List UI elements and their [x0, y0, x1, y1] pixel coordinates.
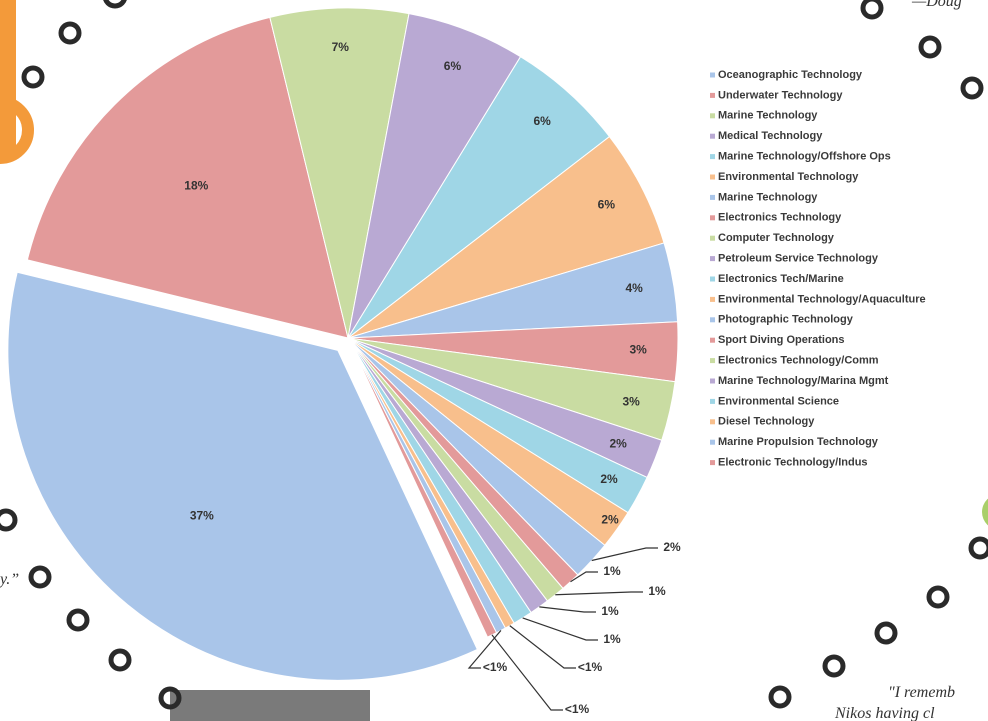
- leader-line: [555, 592, 643, 595]
- ring: [24, 68, 42, 86]
- slice-label: <1%: [578, 660, 603, 674]
- ring: [31, 568, 49, 586]
- legend-swatch: [710, 277, 715, 282]
- slice-label: 6%: [598, 198, 616, 212]
- slice-label: 4%: [626, 281, 644, 295]
- ring: [61, 24, 79, 42]
- slice-label: 2%: [609, 437, 627, 451]
- quote-fragment: Nikos having cl: [834, 705, 935, 721]
- ring: [921, 38, 939, 56]
- legend-label: Environmental Science: [718, 395, 839, 407]
- slice-label: 6%: [533, 114, 551, 128]
- leader-line: [510, 626, 576, 668]
- leader-line: [523, 618, 598, 640]
- legend-label: Medical Technology: [718, 130, 823, 142]
- legend-swatch: [710, 379, 715, 384]
- slice-label: <1%: [483, 660, 508, 674]
- legend-label: Electronics Technology/Comm: [718, 355, 879, 367]
- legend-label: Diesel Technology: [718, 416, 815, 428]
- ring: [877, 624, 895, 642]
- slice-label: 2%: [601, 512, 619, 526]
- slice-label: 18%: [184, 178, 208, 192]
- legend-swatch: [710, 154, 715, 159]
- legend-swatch: [710, 134, 715, 139]
- quote-fragment: y.”: [0, 571, 19, 588]
- ring: [111, 651, 129, 669]
- ring: [825, 657, 843, 675]
- slice-label: 1%: [603, 632, 621, 646]
- slice-label: 1%: [648, 584, 666, 598]
- legend-swatch: [710, 175, 715, 180]
- legend-swatch: [710, 73, 715, 78]
- legend-label: Underwater Technology: [718, 89, 843, 101]
- slice-label: 1%: [601, 604, 619, 618]
- quote-fragment: —Doug: [911, 0, 962, 10]
- legend-label: Marine Technology: [718, 110, 818, 122]
- legend-label: Photographic Technology: [718, 314, 854, 326]
- legend-swatch: [710, 338, 715, 343]
- quote-fragment: "I rememb: [888, 684, 955, 701]
- legend-label: Petroleum Service Technology: [718, 253, 879, 265]
- pie: 37%18%7%6%6%6%4%3%3%2%2%2%2%1%1%1%1%<1%<…: [8, 8, 681, 716]
- ring: [0, 511, 15, 529]
- legend-label: Electronics Tech/Marine: [718, 273, 844, 285]
- legend-label: Environmental Technology: [718, 171, 859, 183]
- photo: [170, 690, 370, 721]
- ring: [963, 79, 981, 97]
- ring: [929, 588, 947, 606]
- slice-label: 1%: [603, 564, 621, 578]
- legend-swatch: [710, 297, 715, 302]
- leader-line: [539, 607, 596, 612]
- slice-label: <1%: [565, 702, 590, 716]
- legend-swatch: [710, 440, 715, 445]
- slice-label: 7%: [332, 40, 350, 54]
- leader-line: [592, 548, 658, 560]
- slice-label: 2%: [663, 540, 681, 554]
- ring: [69, 611, 87, 629]
- ring: [863, 0, 881, 17]
- slice-label: 3%: [622, 395, 640, 409]
- legend-label: Computer Technology: [718, 232, 835, 244]
- legend-swatch: [710, 460, 715, 465]
- legend-swatch: [710, 113, 715, 118]
- ring: [971, 539, 988, 557]
- legend-label: Marine Propulsion Technology: [718, 436, 879, 448]
- ring: [771, 688, 789, 706]
- legend-swatch: [710, 93, 715, 98]
- legend-label: Oceanographic Technology: [718, 69, 863, 81]
- slice-label: 37%: [190, 508, 214, 522]
- legend-swatch: [710, 419, 715, 424]
- green-dot: [982, 494, 988, 530]
- legend-swatch: [710, 358, 715, 363]
- orange-bar: [0, 0, 16, 160]
- legend-swatch: [710, 236, 715, 241]
- legend-label: Marine Technology: [718, 191, 818, 203]
- legend-swatch: [710, 317, 715, 322]
- legend-swatch: [710, 399, 715, 404]
- legend-label: Sport Diving Operations: [718, 334, 845, 346]
- legend-swatch: [710, 256, 715, 261]
- legend-label: Marine Technology/Marina Mgmt: [718, 375, 889, 387]
- legend-label: Marine Technology/Offshore Ops: [718, 151, 891, 163]
- page: —Doug "I rememb Nikos having cl y.” 37% 1…: [0, 0, 988, 721]
- slice-label: 2%: [600, 472, 618, 486]
- slice-label: 3%: [629, 342, 647, 356]
- legend-label: Electronic Technology/Indus: [718, 457, 868, 469]
- slice-label: 6%: [444, 59, 462, 73]
- legend-swatch: [710, 215, 715, 220]
- legend-swatch: [710, 195, 715, 200]
- legend-label: Environmental Technology/Aquaculture: [718, 293, 926, 305]
- ring: [105, 0, 125, 6]
- legend-label: Electronics Technology: [718, 212, 842, 224]
- legend: Oceanographic Technology Underwater Techn…: [710, 69, 926, 469]
